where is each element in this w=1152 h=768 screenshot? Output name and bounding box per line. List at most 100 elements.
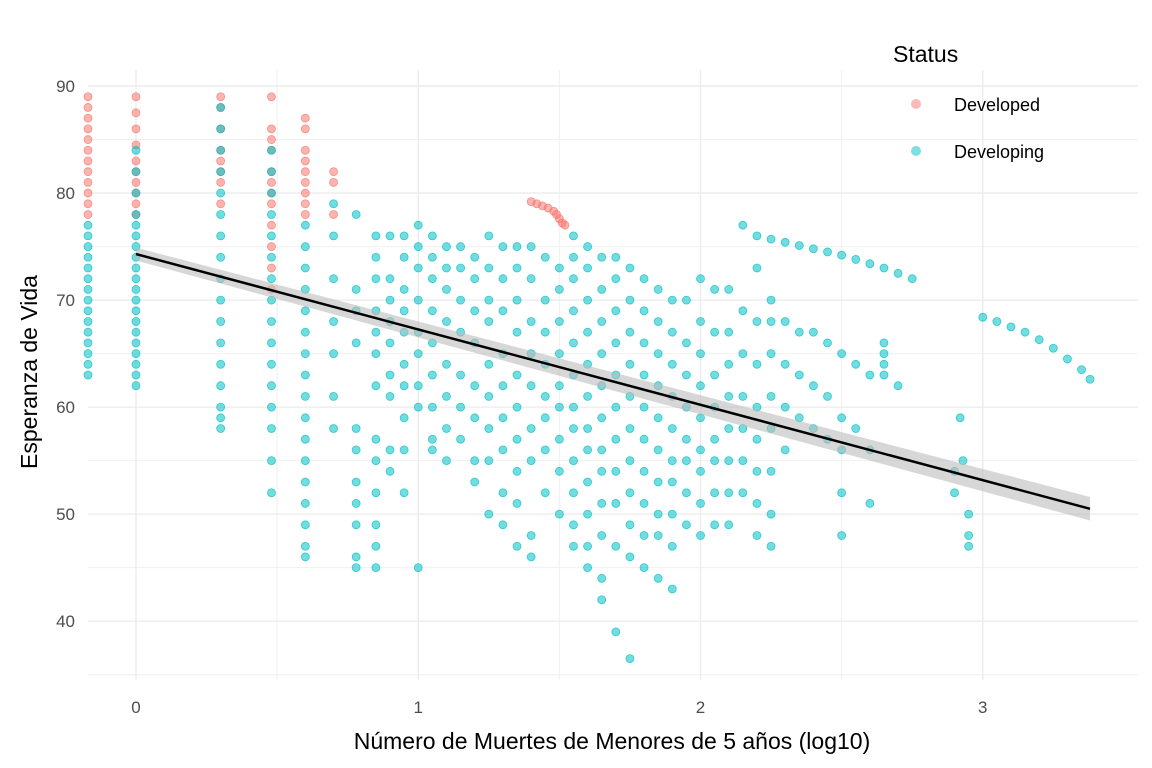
y-tick-label: 80 [56, 184, 75, 203]
point-developing [470, 456, 480, 466]
point-developing [766, 466, 776, 476]
point-developing [385, 274, 395, 284]
point-developing [427, 445, 437, 455]
point-developing [823, 338, 832, 348]
point-developing [131, 231, 141, 241]
point-developing [216, 231, 226, 241]
point-developing [526, 456, 536, 466]
point-developing [216, 188, 226, 198]
point-developed [131, 92, 141, 102]
point-developing [597, 252, 607, 262]
point-developing [329, 274, 338, 284]
point-developing [351, 552, 361, 562]
point-developing [83, 220, 93, 230]
point-developing [131, 188, 141, 198]
point-developed [300, 167, 310, 177]
point-developing [442, 284, 451, 294]
point-developing [371, 456, 381, 466]
point-developed [83, 124, 93, 134]
point-developing [625, 359, 635, 369]
point-developing [300, 456, 310, 466]
point-developing [583, 445, 592, 455]
point-developing [597, 573, 607, 583]
point-developing [738, 488, 748, 498]
point-developing [216, 103, 226, 112]
point-developing [681, 456, 691, 466]
point-developing [442, 392, 451, 401]
point-developing [851, 359, 861, 369]
point-developing [597, 349, 607, 358]
point-developing [625, 424, 635, 433]
point-developing [526, 531, 536, 540]
point-developing [653, 573, 663, 583]
point-developing [964, 541, 974, 551]
point-developing [131, 167, 141, 177]
point-developing [611, 252, 621, 262]
point-developing [597, 317, 607, 326]
point-developing [216, 413, 226, 423]
point-developing [639, 370, 649, 380]
point-developing [484, 392, 494, 401]
points-layer [83, 92, 1095, 663]
point-developing [639, 306, 649, 316]
point-developed [267, 135, 276, 144]
point-developing [752, 359, 762, 369]
point-developing [470, 274, 480, 284]
point-developing [569, 488, 578, 498]
point-developing [554, 349, 564, 358]
point-developing [413, 295, 423, 305]
point-developing [216, 295, 226, 305]
point-developing [597, 466, 607, 476]
point-developing [512, 327, 522, 337]
point-developing [569, 402, 578, 412]
point-developing [710, 327, 720, 337]
point-developing [526, 317, 536, 326]
point-developing [484, 359, 494, 369]
point-developing [131, 220, 141, 230]
point-developing [427, 252, 437, 262]
point-developing [300, 552, 310, 562]
point-developed [300, 210, 310, 219]
point-developing [300, 541, 310, 551]
point-developing [879, 349, 889, 358]
point-developing [710, 520, 720, 530]
point-developing [724, 359, 734, 369]
point-developed [216, 177, 226, 187]
point-developing [385, 392, 395, 401]
point-developing [399, 284, 409, 294]
point-developing [427, 306, 437, 316]
point-developing [131, 317, 141, 326]
point-developing [569, 520, 578, 530]
point-developing [83, 263, 93, 273]
point-developing [569, 541, 578, 551]
x-axis-title: Número de Muertes de Menores de 5 años (… [354, 728, 871, 754]
point-developed [131, 124, 141, 134]
x-tick-label: 1 [414, 698, 423, 717]
point-developed [267, 177, 276, 187]
point-developing [512, 434, 522, 444]
point-developing [639, 466, 649, 476]
point-developing [83, 252, 93, 262]
point-developing [625, 295, 635, 305]
point-developing [766, 295, 776, 305]
point-developing [752, 499, 762, 508]
point-developed [83, 92, 93, 102]
point-developing [131, 381, 141, 391]
point-developing [724, 456, 734, 466]
point-developing [583, 327, 592, 337]
point-developing [484, 509, 494, 519]
point-developing [371, 563, 381, 573]
point-developing [300, 499, 310, 508]
point-developing [907, 274, 917, 284]
point-developing [766, 317, 776, 326]
point-developed [83, 103, 93, 112]
point-developed [329, 167, 338, 177]
point-developing [484, 317, 494, 326]
point-developed [560, 220, 570, 230]
point-developing [554, 381, 564, 391]
point-developing [385, 370, 395, 380]
point-developing [724, 284, 734, 294]
point-developing [83, 327, 93, 337]
point-developing [498, 445, 508, 455]
point-developing [442, 263, 451, 273]
